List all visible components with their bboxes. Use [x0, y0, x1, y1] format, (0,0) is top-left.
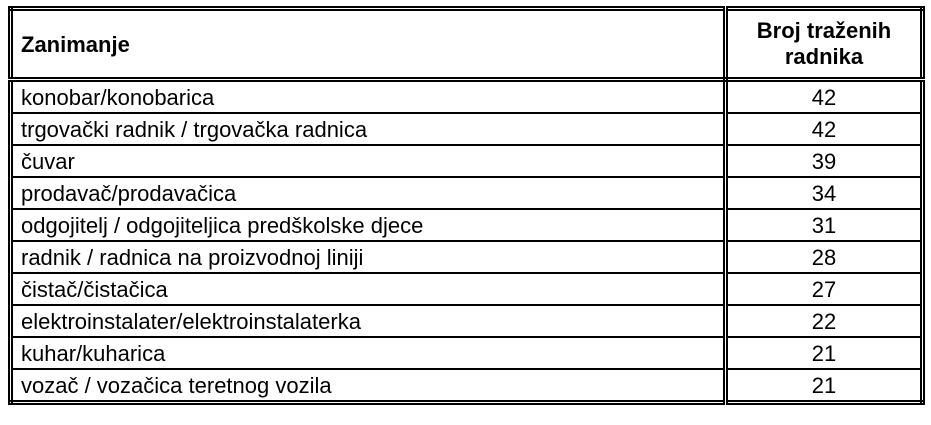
- header-occupation: Zanimanje: [10, 7, 728, 82]
- occupation-cell: vozač / vozačica teretnog vozila: [10, 368, 728, 403]
- occupation-cell: konobar/konobarica: [10, 78, 728, 113]
- occupation-cell: radnik / radnica na proizvodnoj liniji: [10, 240, 728, 273]
- count-cell: 42: [725, 78, 923, 113]
- table-row: čuvar 39: [10, 144, 923, 177]
- header-count: Broj traženih radnika: [725, 7, 923, 82]
- count-cell: 42: [725, 112, 923, 145]
- count-cell: 21: [725, 368, 923, 403]
- table-row: prodavač/prodavačica 34: [10, 176, 923, 209]
- table-row: trgovački radnik / trgovačka radnica 42: [10, 112, 923, 145]
- table-row: konobar/konobarica 42: [10, 78, 923, 113]
- occupation-cell: kuhar/kuharica: [10, 336, 728, 369]
- table-row: elektroinstalater/elektroinstalaterka 22: [10, 304, 923, 337]
- count-cell: 34: [725, 176, 923, 209]
- occupation-cell: čistač/čistačica: [10, 272, 728, 305]
- table-row: radnik / radnica na proizvodnoj liniji 28: [10, 240, 923, 273]
- count-cell: 22: [725, 304, 923, 337]
- table-row: čistač/čistačica 27: [10, 272, 923, 305]
- count-cell: 31: [725, 208, 923, 241]
- occupation-cell: odgojitelj / odgojiteljica predškolske d…: [10, 208, 728, 241]
- table-row: odgojitelj / odgojiteljica predškolske d…: [10, 208, 923, 241]
- occupation-cell: čuvar: [10, 144, 728, 177]
- count-cell: 28: [725, 240, 923, 273]
- count-cell: 27: [725, 272, 923, 305]
- count-cell: 21: [725, 336, 923, 369]
- table-row: vozač / vozačica teretnog vozila 21: [10, 368, 923, 403]
- count-cell: 39: [725, 144, 923, 177]
- occupation-cell: trgovački radnik / trgovačka radnica: [10, 112, 728, 145]
- occupation-cell: prodavač/prodavačica: [10, 176, 728, 209]
- occupation-cell: elektroinstalater/elektroinstalaterka: [10, 304, 728, 337]
- table-row: kuhar/kuharica 21: [10, 336, 923, 369]
- occupations-table: Zanimanje Broj traženih radnika konobar/…: [8, 6, 925, 405]
- header-row: Zanimanje Broj traženih radnika: [10, 7, 923, 82]
